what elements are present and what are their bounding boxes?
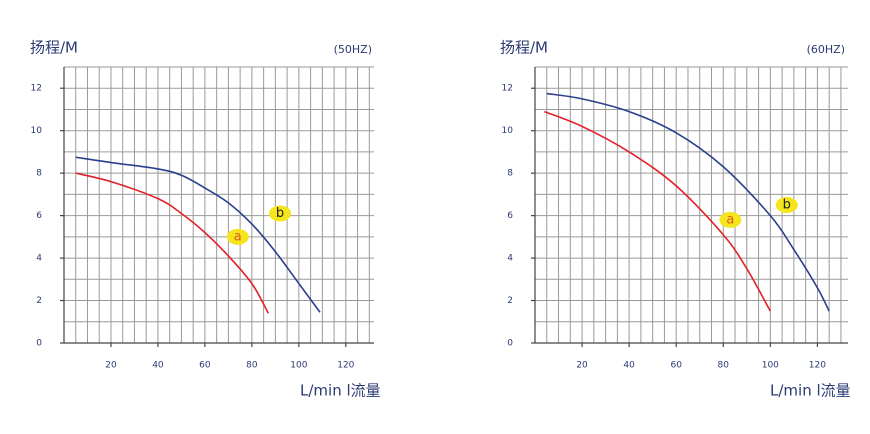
x-tick-label: 120 xyxy=(337,361,354,371)
y-tick-label: 0 xyxy=(36,339,42,349)
y-tick-label: 8 xyxy=(36,169,42,179)
y-tick-label: 12 xyxy=(31,84,42,94)
x-axis-label: L/min l流量 xyxy=(300,382,381,400)
x-tick-label: 20 xyxy=(576,361,588,371)
x-tick-label: 20 xyxy=(105,361,117,371)
y-tick-label: 10 xyxy=(502,126,514,136)
y-tick-label: 2 xyxy=(507,296,513,306)
curve xyxy=(75,172,270,314)
curve-name: b xyxy=(276,206,284,221)
y-tick-label: 0 xyxy=(507,339,513,349)
chart: 20 40 60 80 100 120 0 2 4 6 8 10 12 扬程/M (60HZ) L/min l… xyxy=(500,39,851,400)
y-tick-label: 10 xyxy=(31,126,43,136)
y-tick-label: 6 xyxy=(36,211,42,221)
y-tick-label: 4 xyxy=(507,254,513,264)
x-tick-label: 40 xyxy=(623,361,635,371)
x-tick-label: 100 xyxy=(290,361,307,371)
x-tick-label: 40 xyxy=(152,361,164,371)
curve-badge xyxy=(775,197,798,213)
x-axis-label: L/min l流量 xyxy=(770,382,851,400)
x-tick-label: 120 xyxy=(809,361,826,371)
x-tick-label: 60 xyxy=(670,361,682,371)
x-tick-label: 60 xyxy=(199,361,211,371)
chart-title: 扬程/M xyxy=(30,39,78,57)
curve-name: b xyxy=(783,198,791,213)
curve-badge xyxy=(719,211,742,228)
x-tick-label: 80 xyxy=(246,361,258,371)
curve xyxy=(75,156,321,313)
y-tick-label: 12 xyxy=(502,84,513,94)
x-tick-label: 80 xyxy=(718,361,730,371)
curve xyxy=(544,110,772,312)
curve-name: a xyxy=(726,212,734,227)
y-tick-label: 8 xyxy=(507,169,513,179)
chart-subtitle: (50HZ) xyxy=(334,43,372,56)
y-tick-label: 2 xyxy=(36,296,42,306)
x-tick-label: 100 xyxy=(762,361,779,371)
chart-subtitle: (60HZ) xyxy=(807,43,845,56)
y-tick-label: 4 xyxy=(36,254,42,264)
curve-badge xyxy=(269,205,292,222)
y-tick-label: 6 xyxy=(507,211,513,221)
curve xyxy=(546,92,830,312)
chart-title: 扬程/M xyxy=(500,39,548,57)
curve-badge xyxy=(226,228,249,245)
chart: 20 40 60 80 100 120 0 2 4 6 8 10 12 扬程/M (50HZ) L/min l… xyxy=(30,39,381,400)
curve-name: a xyxy=(234,229,242,244)
